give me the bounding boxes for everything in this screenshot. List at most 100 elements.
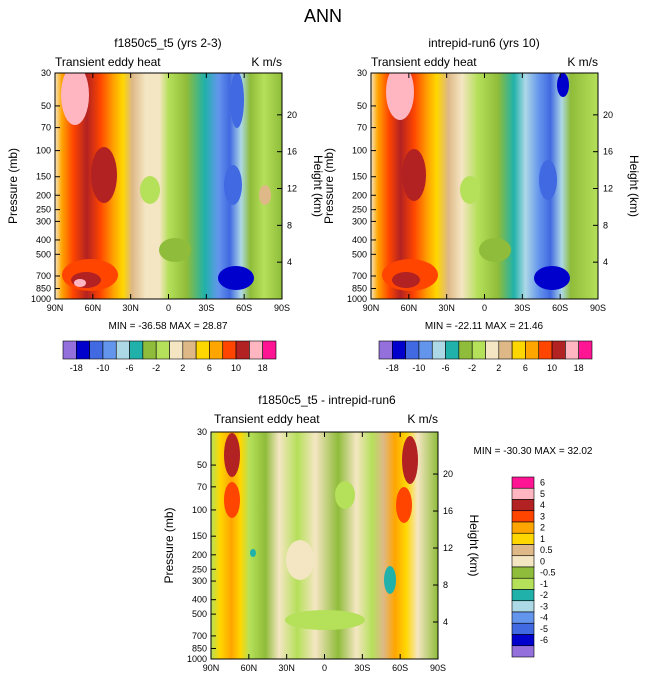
panel-2-patch-a [460,176,480,204]
colorbar-swatch [511,645,535,658]
y-axis-title: Pressure (mb) [322,148,336,224]
panel-3-left-label: Transient eddy heat [214,412,320,426]
panel-1-patch-c [259,185,271,205]
height-tick-label: 12 [443,543,453,553]
colorbar-label: 2 [496,363,501,373]
colorbar-label: -1 [540,579,548,589]
panel-3-minmax: MIN = -30.30 MAX = 32.02 [474,446,593,457]
panel-2-patch-b [479,238,511,262]
y-tick-label: 150 [352,172,367,182]
y-tick-label: 30 [197,427,207,437]
colorbar-swatch [511,476,535,489]
panel-3-patch-b [335,481,355,509]
y-tick-label: 100 [352,146,367,156]
panel-1-axes: 90N 60N 30N 0 30S 60S 90S 30 50 70 100 150 200 250300… [6,68,325,313]
colorbar-swatch [511,577,535,590]
x-tick-label: 60N [401,303,418,313]
panel-3-min-small [250,549,256,557]
panel-1-max-low-peak [74,279,86,287]
panel-3-title: f1850c5_t5 - intrepid-run6 [258,393,396,407]
colorbar-swatch [511,622,535,635]
colorbar-swatch [89,340,104,360]
y-tick-label: 150 [36,172,51,182]
colorbar-swatch [511,589,535,602]
y-tick-label: 50 [197,460,207,470]
colorbar-swatch [102,340,117,360]
colorbar-label: -2 [152,363,160,373]
y-tick-label: 70 [41,123,51,133]
panel-3-max-right-b [396,487,412,523]
x-tick-label: 90N [203,663,220,673]
panel-3-plot-area [211,432,438,659]
y-tick-label: 70 [197,482,207,492]
x-tick-label: 0 [166,303,171,313]
panel-3-max-right [402,436,418,484]
y-tick-label: 700 [352,271,367,281]
x-tick-label: 0 [322,663,327,673]
height-tick-label: 4 [603,257,608,267]
height-tick-label: 4 [443,617,448,627]
y-axis-title: Pressure (mb) [162,507,176,583]
colorbar-swatch [578,340,593,360]
colorbar-label: 10 [231,363,241,373]
x-tick-label: 90S [274,303,290,313]
panel-2-minmax: MIN = -22.11 MAX = 21.46 [425,321,544,332]
y-tick-label: 850 [36,284,51,294]
y-tick-label: 100 [192,505,207,515]
colorbar-label: -10 [96,363,109,373]
height-tick-label: 16 [287,147,297,157]
y-tick-label: 200 [352,190,367,200]
panel-2-title: intrepid-run6 (yrs 10) [428,36,539,50]
panel-2-plot-area [371,73,598,299]
y-tick-label: 500 [192,609,207,619]
colorbar-swatch [511,499,535,512]
colorbar-label: 2 [180,363,185,373]
y-tick-label: 30 [41,68,51,78]
height-tick-label: 8 [603,220,608,230]
panel-2-max-upper [386,73,414,120]
x-tick-label: 60N [85,303,102,313]
colorbar-swatch [62,340,77,360]
colorbar-swatch [209,340,224,360]
height-tick-label: 20 [443,469,453,479]
colorbar-label: 6 [207,363,212,373]
colorbar-label: -3 [540,601,548,611]
y-tick-label: 300 [352,216,367,226]
x-tick-label: 90N [363,303,380,313]
colorbar-swatch [511,634,535,647]
x-tick-label: 60S [392,663,408,673]
colorbar-swatch [431,340,446,360]
y-tick-label: 500 [352,249,367,259]
colorbar-label: -10 [412,363,425,373]
colorbar-label: 4 [540,500,545,510]
y-tick-label: 250 [352,205,367,215]
height-axis-title: Height (km) [627,155,641,217]
panel-1-max-upper [61,73,89,125]
panel-1-max-mid [91,147,117,203]
colorbar-swatch [538,340,553,360]
y-tick-label: 1000 [187,654,207,664]
colorbar-swatch [405,340,420,360]
colorbar-label: 0 [540,556,545,566]
y-tick-label: 400 [192,595,207,605]
colorbar-swatch [511,532,535,545]
height-tick-label: 16 [603,147,613,157]
x-tick-label: 90N [47,303,64,313]
panel-1-units: K m/s [251,55,282,69]
panel-2: intrepid-run6 (yrs 10) Transient eddy he… [322,36,641,373]
panel-3-min-mid [384,566,396,594]
x-tick-label: 90S [590,303,606,313]
colorbar-swatch [511,487,535,500]
colorbar-label: 1 [540,534,545,544]
colorbar-label: -2 [468,363,476,373]
colorbar-swatch [511,600,535,613]
colorbar-swatch [485,340,500,360]
x-tick-label: 30N [122,303,139,313]
panel-1-plot-area [55,73,282,299]
height-axis-title: Height (km) [311,155,325,217]
colorbar-swatch [511,340,526,360]
colorbar-swatch [418,340,433,360]
colorbar-label: 6 [540,478,545,488]
y-tick-label: 30 [357,68,367,78]
colorbar-swatch [76,340,90,360]
